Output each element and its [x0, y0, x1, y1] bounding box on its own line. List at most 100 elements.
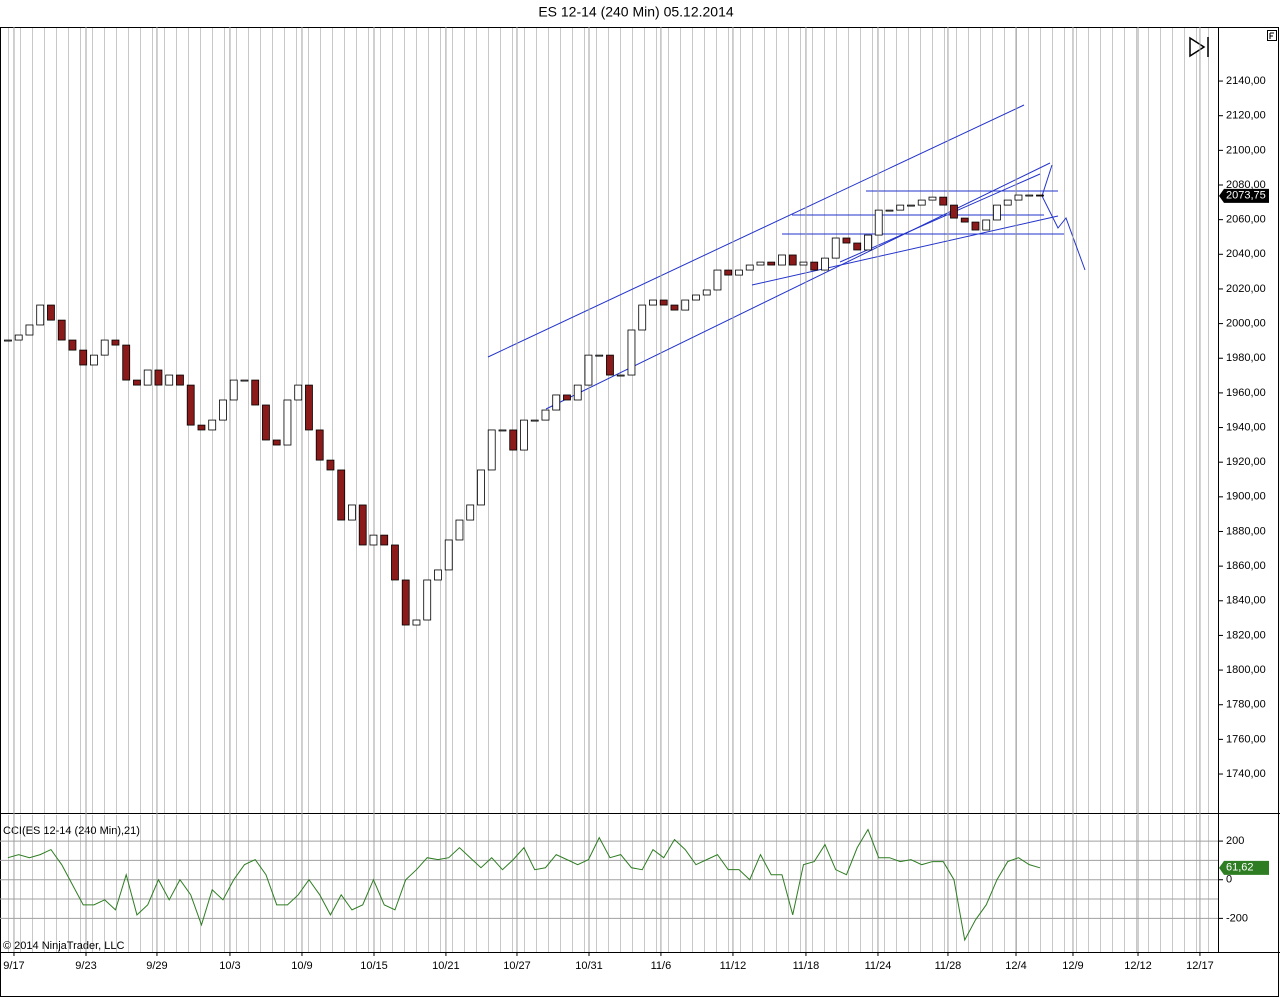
- candle: [90, 354, 98, 366]
- candle: [573, 384, 582, 401]
- copyright: © 2014 NinjaTrader, LLC: [3, 940, 124, 952]
- candle: [68, 339, 77, 351]
- candle: [713, 269, 722, 291]
- x-tick-label: 11/24: [865, 960, 892, 972]
- cci-grid-pattern: [1, 815, 1218, 952]
- candle: [778, 254, 786, 266]
- candle: [724, 269, 733, 276]
- candle: [229, 379, 238, 401]
- candle: [197, 424, 206, 431]
- candle: [831, 237, 840, 259]
- y-tick-label: 2140,00: [1226, 75, 1266, 87]
- x-tick-label: 12/4: [1005, 960, 1026, 972]
- candle: [455, 519, 464, 541]
- y-tick-label: 2020,00: [1226, 283, 1266, 295]
- chart-title: ES 12-14 (240 Min) 05.12.2014: [538, 4, 734, 20]
- x-tick-label: 11/28: [935, 960, 962, 972]
- y-tick-label: -200: [1226, 912, 1248, 924]
- candle: [36, 304, 45, 326]
- candle: [1003, 199, 1012, 206]
- y-tick-label: 2000,00: [1226, 317, 1266, 329]
- y-tick-label: 1900,00: [1226, 491, 1266, 503]
- candle: [25, 324, 34, 336]
- candle: [466, 504, 475, 521]
- candle: [928, 196, 937, 201]
- last-value-label: 61,62: [1226, 862, 1254, 874]
- candle: [412, 619, 421, 626]
- last-value-box: [1219, 188, 1269, 203]
- candle: [735, 269, 743, 276]
- candle: [79, 349, 88, 366]
- y-tick-label: 2120,00: [1226, 110, 1266, 122]
- y-tick-label: 1740,00: [1226, 768, 1266, 780]
- indicator-title: CCI(ES 12-14 (240 Min),21): [3, 825, 140, 837]
- candle: [262, 404, 270, 441]
- x-tick-label: 11/12: [720, 960, 747, 972]
- candle: [584, 354, 593, 386]
- candle: [133, 379, 141, 386]
- candle: [219, 399, 227, 421]
- y-tick-label: 1860,00: [1226, 560, 1266, 572]
- last-value-label: 2073,75: [1226, 190, 1266, 202]
- x-tick-label: 9/23: [75, 960, 96, 972]
- candle: [369, 534, 378, 546]
- play-icon[interactable]: [1189, 36, 1209, 58]
- y-tick-label: 0: [1226, 874, 1232, 886]
- x-tick-label: 12/12: [1124, 960, 1152, 972]
- candle: [917, 199, 926, 206]
- x-tick-label: 10/31: [575, 960, 603, 972]
- y-tick-label: 1840,00: [1226, 595, 1266, 607]
- candle: [659, 299, 668, 306]
- y-tick-label: 1800,00: [1226, 664, 1266, 676]
- x-tick-label: 10/9: [291, 960, 312, 972]
- candle: [423, 579, 432, 621]
- x-tick-label: 12/17: [1186, 960, 1214, 972]
- x-tick-label: 12/9: [1062, 960, 1083, 972]
- candle: [971, 221, 980, 231]
- y-tick-label: 1760,00: [1226, 733, 1266, 745]
- candle: [380, 534, 389, 546]
- candle: [337, 469, 346, 521]
- candle: [401, 579, 410, 626]
- frame: [0, 27, 1279, 997]
- candle: [326, 459, 335, 471]
- candle: [1025, 194, 1034, 197]
- candle: [294, 384, 303, 401]
- candle: [208, 419, 217, 431]
- candle: [434, 569, 442, 581]
- candle: [444, 539, 453, 571]
- candle: [315, 429, 324, 461]
- candle: [498, 429, 507, 432]
- x-tick-label: 10/3: [219, 960, 240, 972]
- x-tick-label: 10/15: [360, 960, 388, 972]
- candle: [1036, 194, 1044, 197]
- candle: [993, 204, 1001, 221]
- candle: [165, 374, 174, 386]
- x-tick-label: 10/21: [432, 960, 460, 972]
- candle: [842, 237, 851, 244]
- x-tick-label: 11/6: [651, 960, 672, 972]
- candle: [821, 257, 829, 271]
- candle: [885, 209, 894, 212]
- candle: [186, 384, 195, 426]
- candle: [530, 419, 539, 422]
- candle: [251, 379, 260, 406]
- last-value-box: [1219, 860, 1269, 875]
- candle: [627, 329, 636, 376]
- candle: [853, 242, 862, 251]
- candle: [939, 196, 948, 206]
- price-grid-pattern: [1, 27, 1218, 813]
- candle: [509, 429, 518, 451]
- candle: [100, 339, 109, 356]
- candle: [477, 469, 485, 506]
- candle: [240, 379, 249, 382]
- candle: [520, 419, 528, 451]
- candle: [305, 384, 313, 431]
- candle: [122, 344, 131, 381]
- candle: [670, 304, 679, 311]
- candle: [681, 299, 690, 311]
- candle: [272, 439, 281, 446]
- candle: [14, 334, 23, 341]
- candle: [702, 289, 711, 296]
